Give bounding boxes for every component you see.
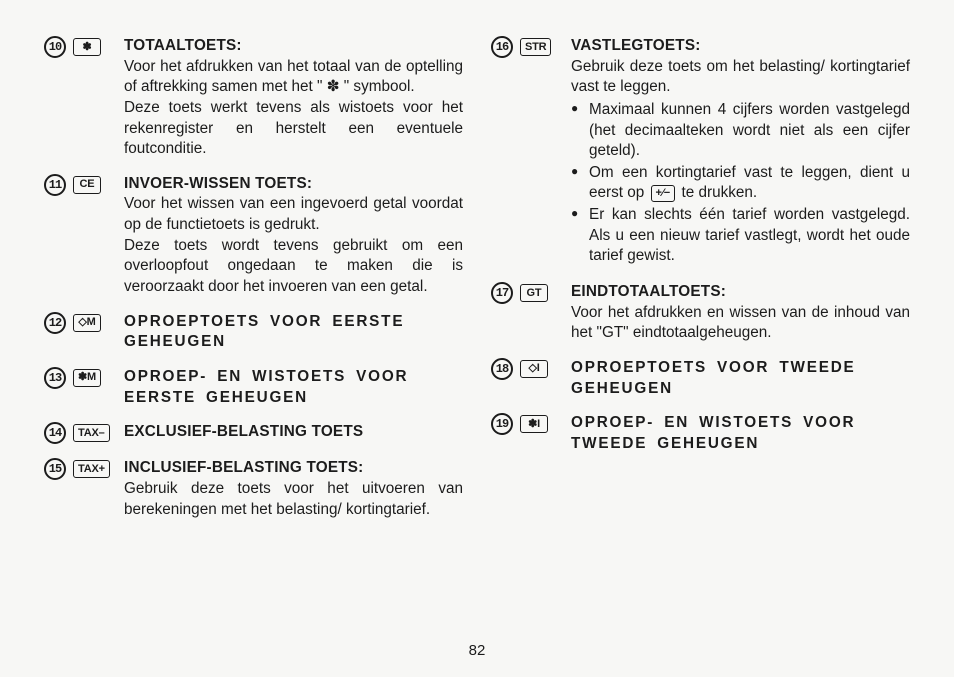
key-description-entry: 16 STR VASTLEGTOETS:Gebruik deze toets om … <box>491 36 910 268</box>
entry-marker: 10 ✽ <box>44 36 118 58</box>
entry-paragraph: Voor het wissen van een ingevoerd getal … <box>124 194 463 235</box>
circled-number-icon: 18 <box>491 358 513 380</box>
entry-marker: 18 ◇I <box>491 358 565 380</box>
entry-title: OPROEPTOETS VOOR EERSTE GEHEUGEN <box>124 312 463 353</box>
keycap-icon: ◇M <box>73 314 101 332</box>
bullet-item: Om een kortingtarief vast te leggen, die… <box>571 163 910 204</box>
right-column: 16 STR VASTLEGTOETS:Gebruik deze toets om … <box>491 36 910 534</box>
key-description-entry: 17 GT EINDTOTAALTOETS:Voor het afdrukken e… <box>491 282 910 344</box>
entry-paragraph: Voor het afdrukken van het totaal van de… <box>124 57 463 98</box>
keycap-icon: STR <box>520 38 551 56</box>
entry-marker: 11 CE <box>44 174 118 196</box>
key-description-entry: 14 TAX– EXCLUSIEF-BELASTING TOETS <box>44 422 463 444</box>
entry-title: OPROEP- EN WISTOETS VOOR TWEEDE GEHEUGEN <box>571 413 910 454</box>
entry-marker: 16 STR <box>491 36 565 58</box>
circled-number-icon: 11 <box>44 174 66 196</box>
entry-title: OPROEPTOETS VOOR TWEEDE GEHEUGEN <box>571 358 910 399</box>
page-number: 82 <box>0 642 954 659</box>
keycap-icon: CE <box>73 176 101 194</box>
entry-title: INVOER-WISSEN TOETS: <box>124 174 463 195</box>
entry-body: VASTLEGTOETS:Gebruik deze toets om het b… <box>571 36 910 268</box>
circled-number-icon: 14 <box>44 422 66 444</box>
keycap-icon: ✽I <box>520 415 548 433</box>
entry-body: EXCLUSIEF-BELASTING TOETS <box>124 422 463 443</box>
circled-number-icon: 16 <box>491 36 513 58</box>
entry-paragraph: Gebruik deze toets voor het uitvoeren va… <box>124 479 463 520</box>
entry-title: INCLUSIEF-BELASTING TOETS: <box>124 458 463 479</box>
bullet-list: Maximaal kunnen 4 cijfers worden vastgel… <box>571 100 910 267</box>
entry-marker: 19 ✽I <box>491 413 565 435</box>
key-description-entry: 19 ✽I OPROEP- EN WISTOETS VOOR TWEEDE GEHE… <box>491 413 910 454</box>
entry-paragraph: Voor het afdrukken en wissen van de inho… <box>571 303 910 344</box>
circled-number-icon: 19 <box>491 413 513 435</box>
circled-number-icon: 12 <box>44 312 66 334</box>
entry-paragraph: Gebruik deze toets om het belasting/ kor… <box>571 57 910 98</box>
entry-title: TOTAALTOETS: <box>124 36 463 57</box>
entry-title: EINDTOTAALTOETS: <box>571 282 910 303</box>
keycap-icon: TAX+ <box>73 460 110 478</box>
keycap-icon: ✽M <box>73 369 101 387</box>
entry-body: INCLUSIEF-BELASTING TOETS:Gebruik deze t… <box>124 458 463 520</box>
key-description-entry: 11 CE INVOER-WISSEN TOETS:Voor het wissen … <box>44 174 463 298</box>
keycap-icon: ✽ <box>73 38 101 56</box>
entry-marker: 12 ◇M <box>44 312 118 334</box>
keycap-icon: ◇I <box>520 360 548 378</box>
entry-body: INVOER-WISSEN TOETS:Voor het wissen van … <box>124 174 463 298</box>
key-description-entry: 10 ✽ TOTAALTOETS:Voor het afdrukken van he… <box>44 36 463 160</box>
entry-marker: 13 ✽M <box>44 367 118 389</box>
circled-number-icon: 13 <box>44 367 66 389</box>
entry-body: OPROEP- EN WISTOETS VOOR TWEEDE GEHEUGEN <box>571 413 910 454</box>
key-description-entry: 15 TAX+ INCLUSIEF-BELASTING TOETS:Gebruik … <box>44 458 463 520</box>
key-description-entry: 12 ◇M OPROEPTOETS VOOR EERSTE GEHEUGEN <box>44 312 463 353</box>
keycap-icon: GT <box>520 284 548 302</box>
inline-keycap-icon: +⁄− <box>651 185 676 201</box>
circled-number-icon: 10 <box>44 36 66 58</box>
left-column: 10 ✽ TOTAALTOETS:Voor het afdrukken van he… <box>44 36 463 534</box>
entry-body: TOTAALTOETS:Voor het afdrukken van het t… <box>124 36 463 160</box>
keycap-icon: TAX– <box>73 424 110 442</box>
entry-title: VASTLEGTOETS: <box>571 36 910 57</box>
entry-marker: 14 TAX– <box>44 422 118 444</box>
two-column-layout: 10 ✽ TOTAALTOETS:Voor het afdrukken van he… <box>44 36 910 534</box>
key-description-entry: 18 ◇I OPROEPTOETS VOOR TWEEDE GEHEUGEN <box>491 358 910 399</box>
bullet-item: Maximaal kunnen 4 cijfers worden vastgel… <box>571 100 910 162</box>
key-description-entry: 13 ✽M OPROEP- EN WISTOETS VOOR EERSTE GEHE… <box>44 367 463 408</box>
entry-body: OPROEPTOETS VOOR TWEEDE GEHEUGEN <box>571 358 910 399</box>
entry-body: OPROEPTOETS VOOR EERSTE GEHEUGEN <box>124 312 463 353</box>
entry-title: OPROEP- EN WISTOETS VOOR EERSTE GEHEUGEN <box>124 367 463 408</box>
bullet-item: Er kan slechts één tarief worden vastgel… <box>571 205 910 267</box>
entry-body: OPROEP- EN WISTOETS VOOR EERSTE GEHEUGEN <box>124 367 463 408</box>
entry-marker: 17 GT <box>491 282 565 304</box>
entry-paragraph: Deze toets werkt tevens als wistoets voo… <box>124 98 463 160</box>
entry-title: EXCLUSIEF-BELASTING TOETS <box>124 422 463 443</box>
circled-number-icon: 15 <box>44 458 66 480</box>
entry-marker: 15 TAX+ <box>44 458 118 480</box>
entry-paragraph: Deze toets wordt tevens gebruikt om een … <box>124 236 463 298</box>
entry-body: EINDTOTAALTOETS:Voor het afdrukken en wi… <box>571 282 910 344</box>
circled-number-icon: 17 <box>491 282 513 304</box>
